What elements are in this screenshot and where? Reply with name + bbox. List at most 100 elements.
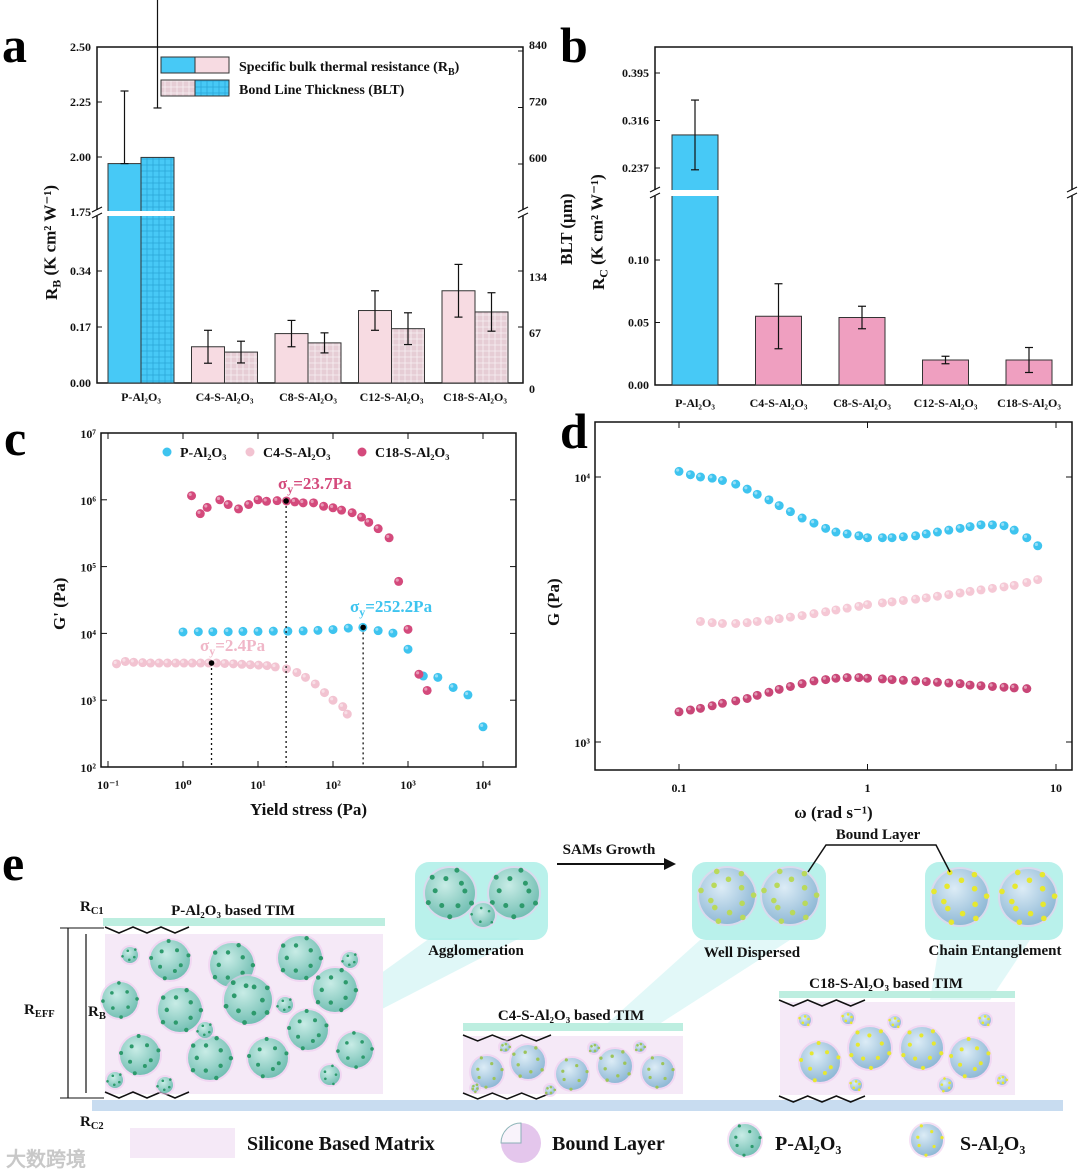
data-point-highlight [776,502,780,506]
data-point-highlight [697,705,701,709]
y-tick-label: 10⁴ [80,627,96,641]
data-point-0 [774,501,784,511]
top-plate-strip [103,918,385,926]
data-point-highlight [339,703,343,707]
chart-a-rb-blt: 0.00 0.17 0.34 1.75 2.00 2.25 2.50 0 67 134 600 720… [40,0,576,404]
p-al2o3-particle-dot [343,995,348,1001]
p-al2o3-particle-dot [135,997,139,1001]
legend-label: C4-S-Al₂O₃ [263,446,331,461]
inset-particle-dot [1039,885,1046,892]
axis-break-gap [649,190,661,196]
data-point-2 [674,707,684,717]
p-al2o3-particle [157,1077,173,1093]
panel-label-d: d [560,403,588,459]
data-point-2 [364,517,374,527]
data-point-highlight [1034,576,1038,580]
data-point-highlight [889,534,893,538]
c4-particle-dot [484,1085,488,1089]
p-al2o3-particle-dot [223,1003,229,1009]
c18-particle-dot [888,1018,891,1022]
inset-particle-dot [946,869,953,876]
data-point-highlight [434,674,439,678]
y-tick-label: 2.50 [70,40,91,54]
data-point-0 [388,628,398,638]
data-point-highlight [156,660,160,664]
data-point-highlight [744,695,748,699]
p-al2o3-particle-dot [354,953,357,956]
legend-label: C18-S-Al₂O₃ [375,446,450,461]
p-al2o3-particle-dot [336,1049,340,1053]
data-point-1 [319,688,329,698]
data-point-highlight [405,626,409,630]
data-point-highlight [957,525,961,529]
data-point-highlight [676,468,680,472]
c18-particle-dot [855,1042,860,1047]
data-point-highlight [293,669,298,673]
data-point-highlight [450,684,454,688]
c18-particle-dot [807,1017,810,1021]
inset-particle-dot [490,920,494,924]
x-tick-label: 1 [865,781,871,795]
data-point-highlight [263,498,267,502]
data-point-highlight [923,530,927,535]
inset-particle-dot [1039,871,1046,878]
c18-particle-dot [930,1029,936,1034]
legend-matrix-swatch [130,1128,235,1158]
p-al2o3-particle-dot [304,1009,309,1014]
inset-particle-dot [533,900,539,906]
p-al2o3-particle-dot [214,1035,219,1041]
inset-particle-dot [1026,877,1033,884]
p-al2o3-particle-dot [284,1051,289,1056]
data-point-1 [695,616,705,626]
data-point-highlight [310,499,314,504]
data-point-highlight [315,627,319,631]
c18-particle-dot [855,1030,860,1035]
yield-annotation: σy=2.4Pa [200,636,266,658]
axis-break-mark [649,192,661,199]
legend-swatch-blt-s [160,79,196,97]
inset-particle-dot [973,915,979,922]
data-point-highlight [766,496,770,501]
inset-particle-dot [708,897,714,904]
surface-roughness-line [104,926,190,934]
top-plate-strip [463,1023,683,1031]
category-label: C12-S-Al₂O₃ [360,390,424,404]
legend-label-part: Specific bulk thermal resistance (R [239,60,449,75]
y-axis-title-main: R [42,287,61,300]
data-point-1 [717,619,727,629]
panel-label-c: c [4,410,26,466]
legend-s-al2o3-icon-dot [917,1143,921,1148]
p-al2o3-particle-dot [208,1030,211,1034]
p-al2o3-particle-dot [190,1067,196,1073]
inset-particle-dot [813,892,820,898]
p-al2o3-particle-dot [276,1061,281,1066]
y-tick-label: 1.75 [70,205,91,219]
c4-tim-label: C4-S-Al₂O₃ based TIM [498,1008,644,1024]
c18-particle-dot [983,1015,987,1018]
data-point-highlight [822,676,826,680]
category-label: P-Al₂O₃ [121,390,161,404]
data-point-highlight [766,689,770,693]
c4-particle-dot [610,1054,614,1058]
data-point-0 [448,682,458,692]
chart-b-rc: 0.00 0.05 0.10 0.237 0.316 0.395 P-Al₂O₃ C4-S-A… [587,46,1078,410]
p-al2o3-particle-dot [242,1020,247,1025]
legend-label-rb: Specific bulk thermal resistance (RB) [239,60,460,78]
data-point-2 [223,500,233,510]
p-al2o3-particle-dot [240,955,245,960]
x-tick-label: 10⁴ [475,778,491,792]
data-point-highlight [864,534,868,538]
x-tick-label: 10⁰ [174,778,191,792]
data-point-highlight [945,680,950,684]
inset-particle-dot [1012,905,1019,912]
data-point-2 [842,673,852,683]
data-point-2 [215,495,225,505]
data-point-highlight [787,683,791,687]
p-al2o3-particle-dot [191,1043,196,1048]
data-point-1 [187,658,197,668]
c18-particle-dot [931,1041,936,1046]
p-al2o3-particle [120,1035,160,1075]
data-point-highlight [122,658,126,662]
p-al2o3-particle-dot [257,1047,262,1052]
data-point-highlight [978,586,982,591]
